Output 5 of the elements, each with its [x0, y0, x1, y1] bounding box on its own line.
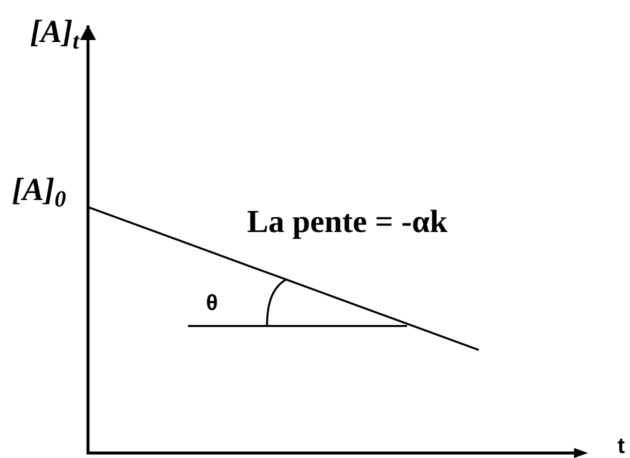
x-axis-title: t — [618, 433, 625, 458]
annotation: La pente = -αk — [247, 203, 448, 239]
annotation: θ — [206, 290, 218, 315]
y-axis-title: [A]$_{t}$ — [30, 13, 79, 54]
text: [A]$_{0}$ — [12, 171, 66, 212]
